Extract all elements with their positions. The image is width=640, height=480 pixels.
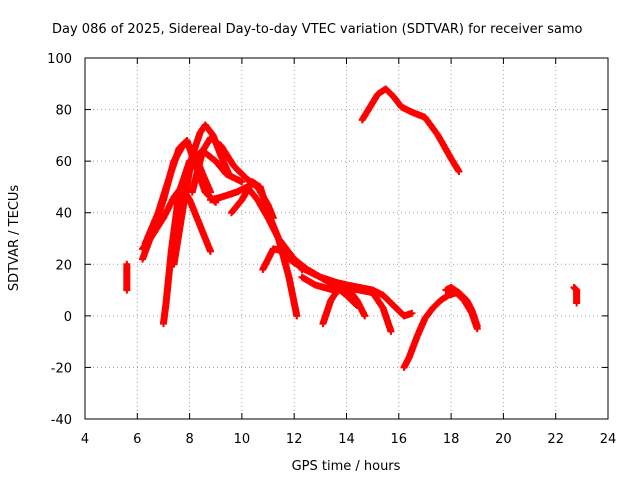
sample-trace [571,284,580,293]
y-tick-label: 0 [64,310,72,325]
data-point [455,167,463,175]
sample-trace [285,275,301,318]
sample-trace [380,292,397,309]
x-axis-label: GPS time / hours [292,459,401,474]
sample-trace [160,195,177,220]
sample-trace [370,290,386,311]
x-tick-label: 8 [185,432,193,447]
sample-trace [228,197,245,216]
x-tick-label: 6 [133,432,141,447]
data-point [225,170,233,178]
series-arc-l [298,273,395,335]
sample-trace [406,334,421,360]
series-arc-m [358,85,463,175]
data-series [123,85,581,371]
sample-trace [197,223,214,254]
y-tick-label: -20 [51,361,72,376]
y-axis-label: SDTVAR / TECUs [7,185,22,292]
y-tick-label: 20 [55,258,72,273]
sample-trace [186,197,203,228]
y-tick-label: 60 [55,155,72,170]
y-tick-label: 40 [55,207,72,222]
data-point [408,309,416,317]
sample-trace [170,197,188,267]
sample-trace [359,308,368,319]
sample-trace [260,246,277,272]
grid [85,58,608,419]
sample-trace [456,290,470,303]
data-point [123,286,131,294]
series-isolated-5.6h [123,260,131,294]
y-tick-label: 100 [47,52,72,67]
x-tick-label: 14 [338,432,355,447]
sample-trace [422,115,441,138]
y-tick-label: 80 [55,104,72,119]
sample-trace [383,86,396,100]
data-point [293,312,301,320]
sample-trace [218,153,232,177]
sample-trace [162,249,175,305]
x-tick-label: 18 [443,432,460,447]
sample-trace [286,256,307,273]
data-point [207,247,215,255]
sample-trace [239,179,256,203]
x-tick-label: 12 [286,432,303,447]
chart-title: Day 086 of 2025, Sidereal Day-to-day VTE… [52,22,583,37]
series-arc-h [227,178,301,320]
series-arc-i [259,245,361,310]
sample-trace [231,163,250,182]
y-tick-label: -40 [51,413,72,428]
sample-trace [430,297,444,311]
sample-trace [142,210,162,246]
data-point [361,312,369,320]
sample-trace [168,190,183,254]
sample-trace [155,169,175,215]
sample-trace [199,171,214,195]
sample-trace [414,316,428,339]
sample-trace [218,143,237,169]
sample-trace [160,301,170,326]
data-point [473,322,481,330]
series-isolated-22.8h [570,283,581,307]
data-point [573,299,581,307]
series-arc-o [442,283,481,330]
sample-trace [181,154,196,202]
sample-trace [443,284,454,293]
x-tick-label: 20 [495,432,512,447]
x-tick-label: 24 [600,432,617,447]
sample-trace [189,148,206,195]
x-tick-label: 4 [81,432,89,447]
axis-ticks: 4 6 8 10 12 14 16 18 20 22 24 -40 -20 0 20 40 60 80 100 [47,52,616,447]
sample-trace [302,266,323,280]
x-tick-label: 16 [391,432,408,447]
data-point [238,178,246,186]
data-point [387,327,395,335]
sample-trace [265,210,282,241]
x-tick-label: 22 [547,432,564,447]
sample-trace [435,133,454,161]
x-tick-label: 10 [234,432,251,447]
